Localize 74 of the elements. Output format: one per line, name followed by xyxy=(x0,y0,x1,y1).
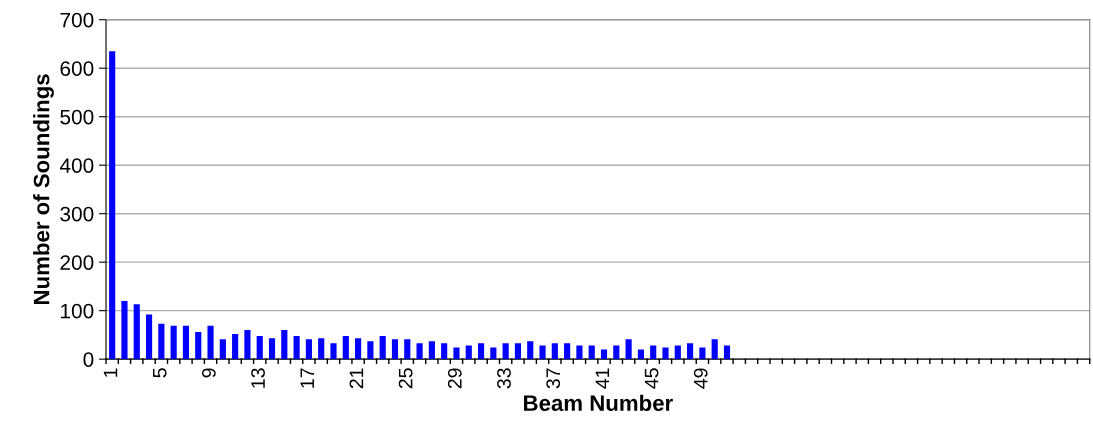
x-tick-label: 29 xyxy=(447,368,462,389)
bar xyxy=(514,343,522,360)
bar xyxy=(662,347,669,360)
bar xyxy=(490,347,497,360)
bar xyxy=(330,343,337,360)
bar xyxy=(281,330,288,360)
bar xyxy=(293,335,300,360)
x-tick-label: 1 xyxy=(103,368,118,377)
x-tick-label: 13 xyxy=(251,368,265,388)
bar xyxy=(723,345,731,360)
y-axis-title: Number of Soundings xyxy=(33,74,54,304)
y-tick-label: 700 xyxy=(60,12,94,28)
bar xyxy=(465,345,472,360)
x-tick-label: 33 xyxy=(497,368,511,389)
bar xyxy=(625,339,632,360)
bar xyxy=(256,335,263,360)
y-tick-label: 300 xyxy=(60,206,94,222)
bar xyxy=(711,339,718,360)
bar xyxy=(404,339,411,360)
bar xyxy=(539,345,546,360)
bar xyxy=(158,323,165,360)
bar xyxy=(342,335,349,360)
x-tick-label: 41 xyxy=(595,368,610,389)
x-tick-label: 25 xyxy=(398,368,413,389)
bar xyxy=(133,304,140,360)
bar xyxy=(637,349,644,360)
bar xyxy=(219,339,226,360)
y-tick-label: 200 xyxy=(60,255,94,270)
bar xyxy=(428,341,435,360)
bar xyxy=(564,343,571,360)
bar xyxy=(650,345,657,360)
bar xyxy=(305,339,312,360)
bar xyxy=(674,345,681,360)
bar xyxy=(391,339,399,360)
x-tick-label: 45 xyxy=(644,368,659,389)
bar xyxy=(379,335,386,360)
bar xyxy=(416,343,423,360)
bar xyxy=(145,314,153,360)
y-tick-label: 0 xyxy=(83,352,94,367)
bar xyxy=(588,345,595,360)
bar xyxy=(109,51,116,360)
bar xyxy=(170,325,177,360)
x-axis-title: Beam Number xyxy=(524,394,673,411)
y-tick-label: 100 xyxy=(61,303,94,319)
x-tick-label: 37 xyxy=(546,368,561,389)
x-tick-label: 49 xyxy=(693,368,708,389)
bar xyxy=(207,325,214,360)
bar xyxy=(453,347,460,360)
x-tick-label: 21 xyxy=(349,368,364,389)
bar xyxy=(244,330,251,360)
y-tick-label: 600 xyxy=(60,61,94,76)
bar xyxy=(355,338,362,360)
bar xyxy=(441,343,448,360)
x-tick-label: 5 xyxy=(153,368,167,378)
bar xyxy=(687,343,694,360)
bar xyxy=(268,338,276,360)
bar xyxy=(600,349,608,360)
bar xyxy=(613,345,620,360)
bar xyxy=(121,300,128,360)
bar xyxy=(182,325,190,360)
bar xyxy=(367,341,374,360)
bar xyxy=(551,343,558,360)
x-tick-label: 17 xyxy=(300,368,314,388)
bar xyxy=(318,338,325,360)
y-tick-label: 500 xyxy=(60,109,94,125)
bar xyxy=(195,332,202,360)
bar xyxy=(502,343,509,360)
bar xyxy=(699,347,706,360)
bar xyxy=(477,343,485,360)
x-tick-label: 9 xyxy=(201,368,216,378)
bar xyxy=(576,345,583,360)
bar xyxy=(527,341,534,360)
bar xyxy=(232,333,239,360)
y-tick-label: 400 xyxy=(59,158,94,173)
